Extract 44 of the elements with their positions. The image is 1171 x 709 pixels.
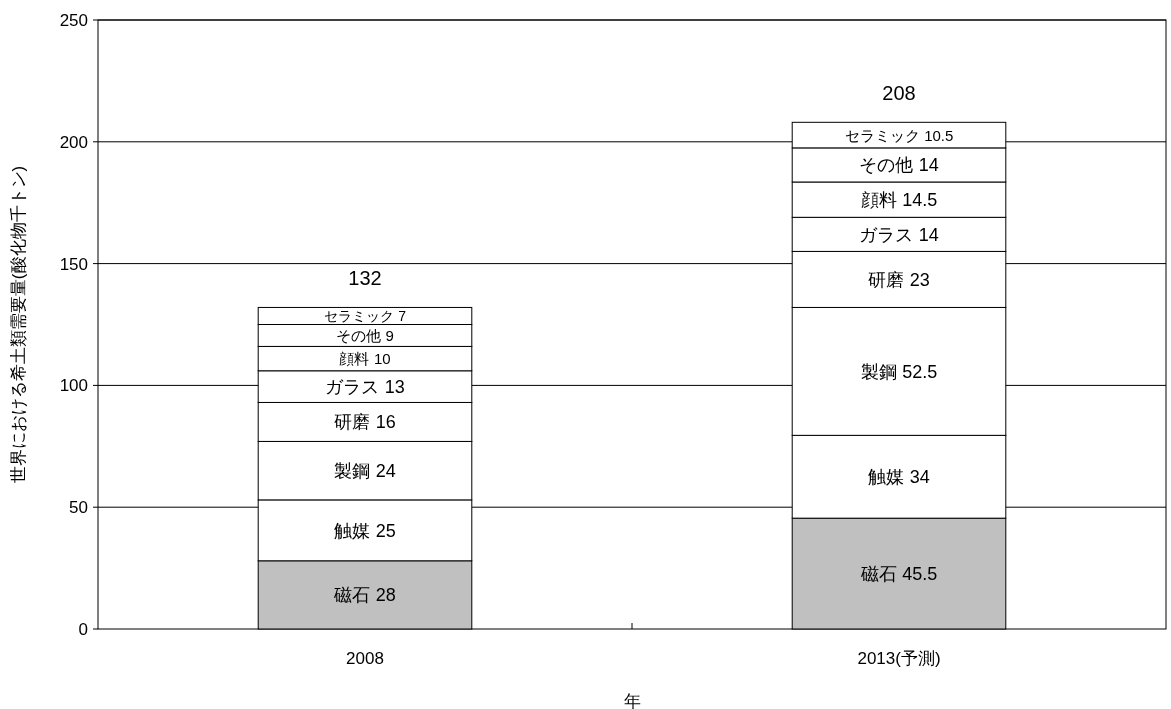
text: 触媒 [868, 467, 905, 488]
series-label: 製鋼 [334, 461, 371, 482]
series-label: 触媒 [334, 520, 371, 541]
data-label: 52.5 [902, 361, 938, 382]
y-tick-label: 150 [59, 254, 88, 274]
series-label: ガラス [325, 377, 380, 398]
data-label: 14 [918, 155, 939, 176]
total-label: 132 [348, 267, 382, 290]
text: 磁石 [860, 564, 897, 585]
series-label: 磁石 [333, 585, 371, 606]
data-label: 23 [909, 269, 930, 290]
y-tick-label: 250 [59, 11, 88, 30]
data-label: 28 [375, 585, 396, 606]
text: セラミック [844, 126, 920, 144]
data-label: 45.5 [902, 564, 938, 585]
data-label: 10 [373, 350, 391, 367]
x-tick-label: 2013(予測) [857, 649, 941, 668]
y-tick-label: 100 [59, 376, 88, 396]
data-label: 14 [918, 224, 939, 245]
series-label: セラミック [324, 308, 394, 325]
data-label: 10.5 [924, 126, 954, 144]
x-axis-title: 年 [623, 692, 641, 709]
y-axis-title: 世界における希土類需要量(酸化物千トン) [9, 165, 28, 484]
series-label: その他 [336, 326, 382, 344]
data-label: 25 [375, 520, 396, 541]
data-label: 7 [398, 308, 407, 325]
series-label: 研磨 [334, 412, 371, 433]
text: 研磨 [868, 269, 905, 290]
data-label: 34 [909, 467, 930, 488]
data-label: 24 [375, 461, 396, 482]
x-tick-label: 2008 [346, 649, 384, 668]
text: その他 [859, 155, 914, 176]
data-label: 14.5 [902, 190, 938, 211]
y-tick-label: 50 [69, 498, 88, 518]
data-label: 16 [375, 412, 396, 433]
total-label: 208 [882, 82, 916, 105]
text: ガラス [859, 224, 914, 245]
series-label: 顔料 [339, 350, 370, 367]
text: 顔料 [860, 190, 897, 211]
data-label: 9 [385, 326, 394, 344]
text: 製鋼 [860, 361, 897, 382]
y-tick-label: 0 [78, 620, 88, 639]
y-tick-label: 200 [59, 132, 88, 152]
data-label: 13 [384, 377, 405, 398]
